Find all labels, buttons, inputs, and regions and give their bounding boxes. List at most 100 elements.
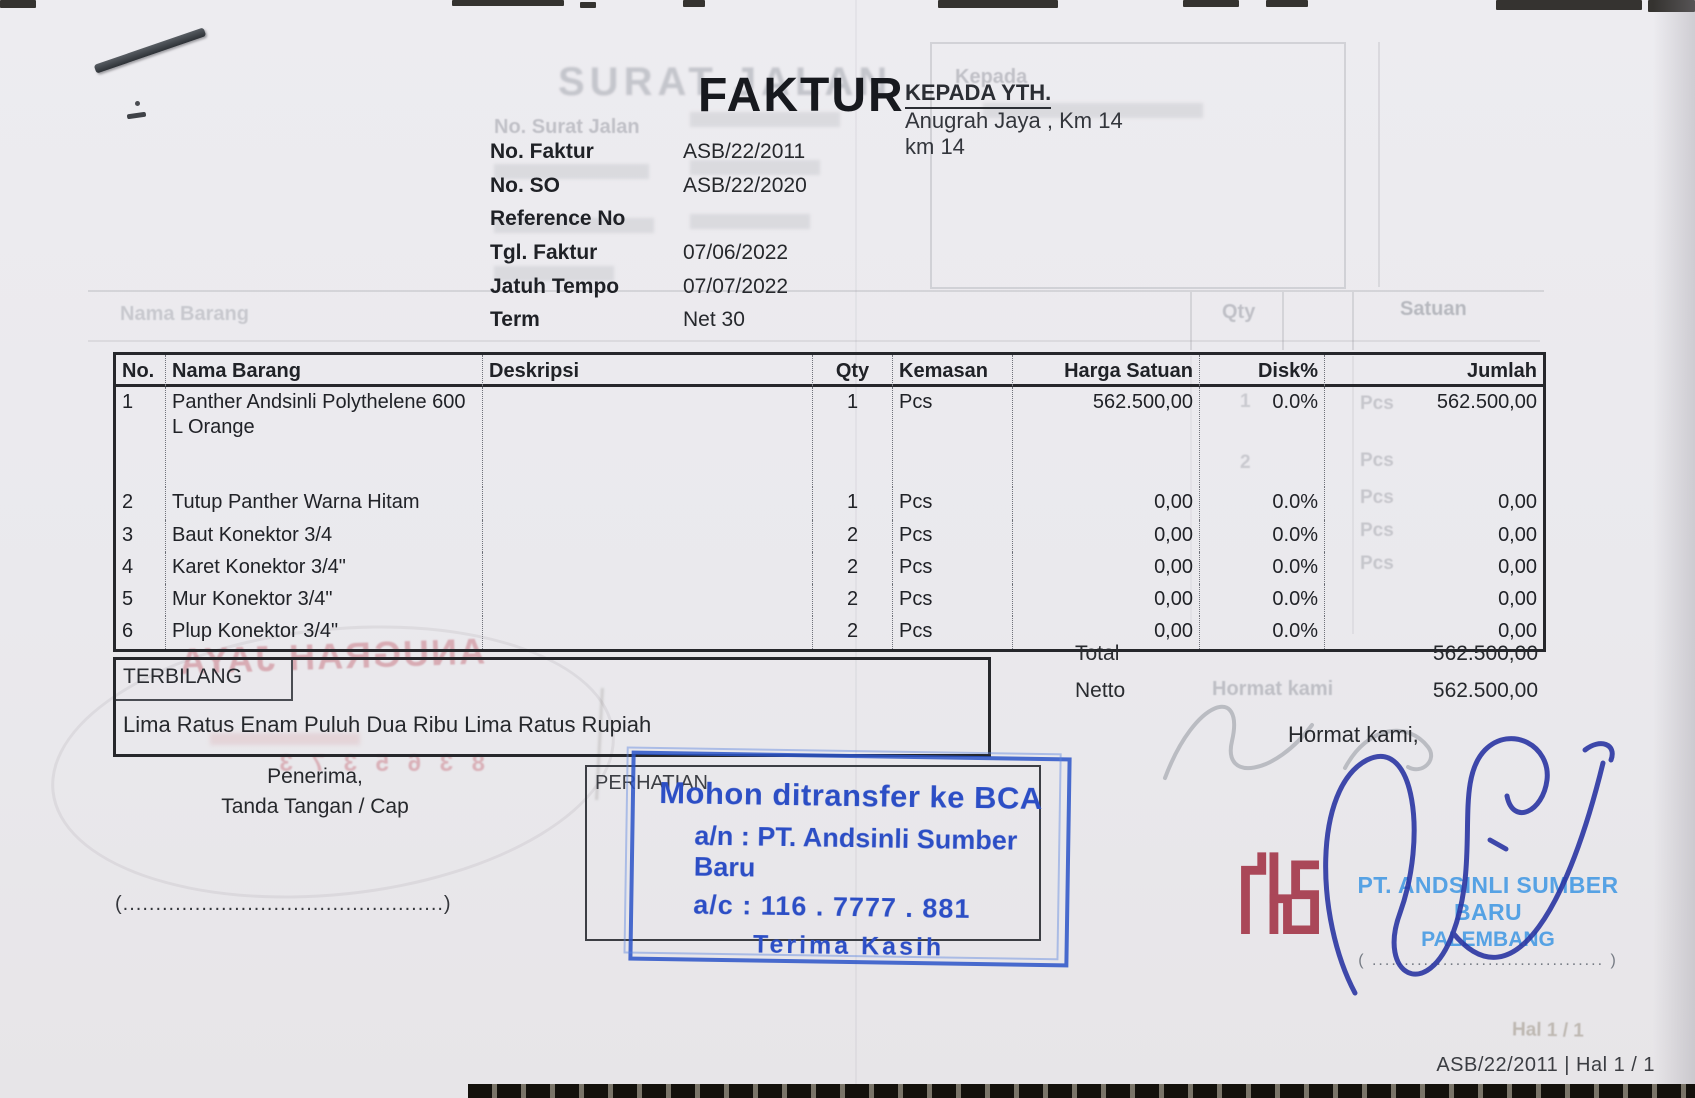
ghost-signature [1163,704,1434,780]
total-label: Total [1075,642,1120,665]
bank-stamp-line1: Mohon ditransfer ke BCA [658,774,1044,817]
cell-deskripsi [483,552,813,584]
paper-fold-line [1378,42,1380,287]
recipient-address: km 14 [905,134,965,159]
total-value: 562.500,00 [1432,642,1538,665]
receiver-label: Penerima, [267,765,363,788]
ghost-text-bar [690,214,810,229]
ghost-table-line [1352,356,1354,634]
staple [93,27,207,74]
ghost-text-bar [494,266,614,281]
hormat-kami-label: Hormat kami, [1288,722,1419,747]
cell-qty: 1 [813,387,893,487]
company-logo-monogram [1241,852,1319,934]
cell-qty: 1 [813,487,893,520]
cell-disk: 0.0% [1200,584,1325,616]
cell-deskripsi [483,487,813,520]
cell-jumlah: 0,00 [1498,524,1537,546]
cell-kemasan: Pcs [893,520,1013,552]
ghost-text-bar [690,112,840,127]
field-label-jatuh-tempo: Jatuh Tempo [490,275,620,298]
bank-stamp-line4: Terima Kasih [752,930,945,962]
field-label-term: Term [490,308,540,331]
cell-qty: 2 [813,616,893,649]
cell-kemasan: Pcs [893,487,1013,520]
netto-label: Netto [1075,679,1126,702]
handwritten-signature [1323,736,1615,996]
cell-harga: 562.500,00 [1013,387,1200,487]
cell-no: 6 [116,616,166,649]
ghost-header: Nama Barang [120,303,249,325]
scan-edge-mark [0,0,36,8]
ghost-qty-value: 1 [1240,391,1251,412]
ghost-hormat-kami: Hormat kami [1212,678,1334,700]
col-header-no: No. [116,355,166,387]
cell-jumlah: 0,00 [1498,491,1537,513]
terbilang-text: Lima Ratus Enam Puluh Dua Ribu Lima Ratu… [123,712,652,737]
recipient-label: KEPADA YTH. [905,80,1052,109]
scan-edge-mark [938,0,1058,8]
ghost-table-line [1190,356,1192,634]
cell-jumlah: 0,00 [1498,620,1537,642]
ghost-header: Qty [1222,301,1256,323]
cell-deskripsi [483,584,813,616]
cell-no: 3 [116,520,166,552]
cell-kemasan: Pcs [893,552,1013,584]
col-header-harga-satuan: Harga Satuan [1013,355,1200,387]
cell-qty: 2 [813,584,893,616]
ghost-table-line [1282,292,1284,350]
col-header-kemasan: Kemasan [893,355,1013,387]
cell-no: 1 [116,387,166,487]
ghost-kepada-box [930,42,1346,289]
document-title: FAKTUR [698,69,905,122]
cell-kemasan: Pcs [893,584,1013,616]
scan-edge-mark [1496,0,1642,10]
col-header-jumlah: Jumlah [1325,355,1543,387]
cell-jumlah: 0,00 [1498,556,1537,578]
cell-nama: Plup Konektor 3/4" [166,616,483,649]
field-label-tgl-faktur: Tgl. Faktur [490,241,598,264]
receiver-sublabel: Tanda Tangan / Cap [221,795,409,818]
field-value-tgl-faktur: 07/06/2022 [683,241,789,264]
scan-edge-mark [580,2,596,8]
scan-edge-mark [1266,0,1308,7]
bank-stamp-line2: a/n : PT. Andsinli Sumber Baru [693,820,1018,883]
cell-harga: 0,00 [1013,584,1200,616]
ghost-kepada-label: Kepada [955,66,1028,88]
col-header-deskripsi: Deskripsi [483,355,813,387]
scan-perforated-edge [468,1084,1695,1098]
footer-reference: ASB/22/2011 | Hal 1 / 1 [1436,1054,1655,1076]
cell-no: 2 [116,487,166,520]
company-sign-line: ( .................................... ) [1358,952,1618,969]
bank-stamp-line3: a/c : 116 . 7777 . 881 [693,889,971,924]
scan-edge-mark [1183,0,1239,7]
col-header-disk: Disk% [1200,355,1325,387]
receiver-sign-line: (.......................................… [115,893,452,915]
items-table: No. Nama Barang Deskripsi Qty Kemasan Ha… [113,352,1546,652]
pen-mark [126,111,147,120]
pen-mark [135,101,140,106]
cell-kemasan: Pcs [893,387,1013,487]
cell-jumlah: 0,00 [1498,588,1537,610]
col-header-nama-barang: Nama Barang [166,355,483,387]
cell-deskripsi [483,520,813,552]
cell-deskripsi [483,616,813,649]
cell-nama: Baut Konektor 3/4 [166,520,483,552]
ghost-red-bar [210,733,360,745]
scan-shadow-edge [1653,0,1695,1098]
ghost-page-number: Hal 1 / 1 [1511,1019,1585,1042]
netto-value: 562.500,00 [1432,679,1538,702]
ghost-table-line [1352,292,1354,350]
paper-fold-line [855,0,857,1098]
ghost-text-bar [983,103,1203,118]
cell-nama: Karet Konektor 3/4" [166,552,483,584]
field-label-reference: Reference No [490,207,626,230]
cell-disk: 0.0% [1200,520,1325,552]
cell-no: 4 [116,552,166,584]
ghost-pcs: Pcs [1360,393,1394,414]
recipient-name: Anugrah Jaya , Km 14 [905,108,1123,133]
receiver-signature-block: Penerima, Tanda Tangan / Cap [150,762,480,822]
terbilang-label: TERBILANG [116,660,293,701]
cell-disk: 0.0% [1200,487,1325,520]
